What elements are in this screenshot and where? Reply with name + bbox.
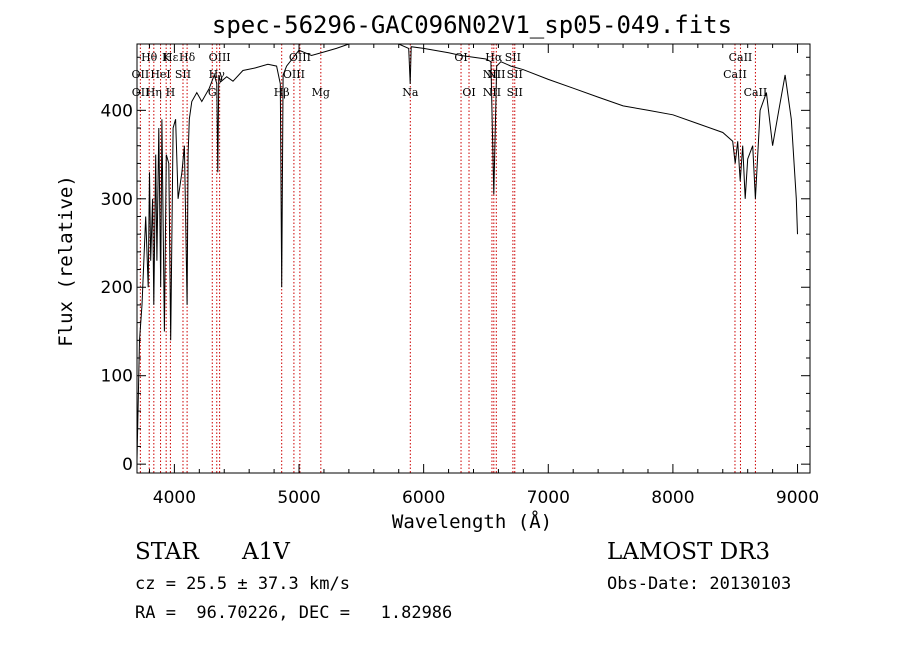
- line-label-29: CaII: [744, 86, 768, 99]
- x-tick-label-0: 4000: [153, 488, 196, 508]
- x-axis-label: Wavelength (Å): [392, 510, 552, 533]
- spectral-subclass: A1V: [242, 539, 290, 565]
- line-label-6: OI: [454, 51, 467, 64]
- spectrum-line: [136, 43, 798, 460]
- line-label-12: SII: [175, 68, 191, 81]
- line-label-22: G: [208, 86, 217, 99]
- survey-name: LAMOST DR3: [607, 539, 771, 565]
- chart-title: spec-56296-GAC096N02V1_sp05-049.fits: [212, 11, 732, 39]
- line-label-23: Hβ: [274, 86, 290, 99]
- y-tick-label-0: 0: [122, 455, 133, 475]
- line-label-3: Hδ: [179, 51, 196, 64]
- line-label-25: Na: [402, 86, 419, 99]
- line-label-5: OIII: [289, 51, 311, 64]
- redshift-velocity: cz = 25.5 ± 37.3 km/s: [135, 574, 350, 594]
- spectrum-chart: spec-56296-GAC096N02V1_sp05-049.fits Hθ H…: [55, 11, 819, 533]
- line-label-26: OI: [462, 86, 475, 99]
- x-tick-label-3: 7000: [527, 488, 570, 508]
- line-label-1: Hε: [163, 51, 179, 64]
- x-axis: 4000 5000 6000 7000 8000 9000: [148, 44, 819, 508]
- line-label-20: Hη: [146, 86, 162, 99]
- plot-frame: [136, 43, 811, 474]
- x-tick-label-1: 5000: [277, 488, 320, 508]
- line-label-21: H: [166, 86, 176, 99]
- line-label-8: SII: [505, 51, 521, 64]
- obs-date: Obs-Date: 20130103: [607, 574, 792, 594]
- y-tick-label-2: 200: [101, 278, 133, 298]
- line-label-2: K: [162, 51, 171, 64]
- emission-line-markers: [139, 44, 756, 473]
- line-label-14: OIII: [283, 68, 305, 81]
- line-label-0: Hθ: [141, 51, 158, 64]
- line-label-28: SII: [507, 86, 523, 99]
- line-label-18: CaII: [723, 68, 747, 81]
- line-label-4: OIII: [209, 51, 231, 64]
- line-label-11: HeI: [150, 68, 170, 81]
- x-tick-label-2: 6000: [402, 488, 445, 508]
- object-class: STAR: [135, 539, 199, 565]
- x-tick-label-5: 9000: [776, 488, 819, 508]
- y-tick-label-3: 300: [101, 190, 133, 210]
- y-tick-label-1: 100: [101, 367, 133, 387]
- y-axis-label: Flux (relative): [55, 175, 77, 347]
- x-tick-label-4: 8000: [651, 488, 694, 508]
- y-axis: 0 100 200 300 400: [101, 56, 810, 475]
- line-label-24: Mg: [312, 86, 330, 99]
- line-label-9: CaII: [729, 51, 753, 64]
- coordinates: RA = 96.70226, DEC = 1.82986: [135, 603, 453, 623]
- line-label-13: Hγ: [209, 68, 226, 81]
- y-tick-label-4: 400: [101, 101, 133, 121]
- line-label-17: SII: [507, 68, 523, 81]
